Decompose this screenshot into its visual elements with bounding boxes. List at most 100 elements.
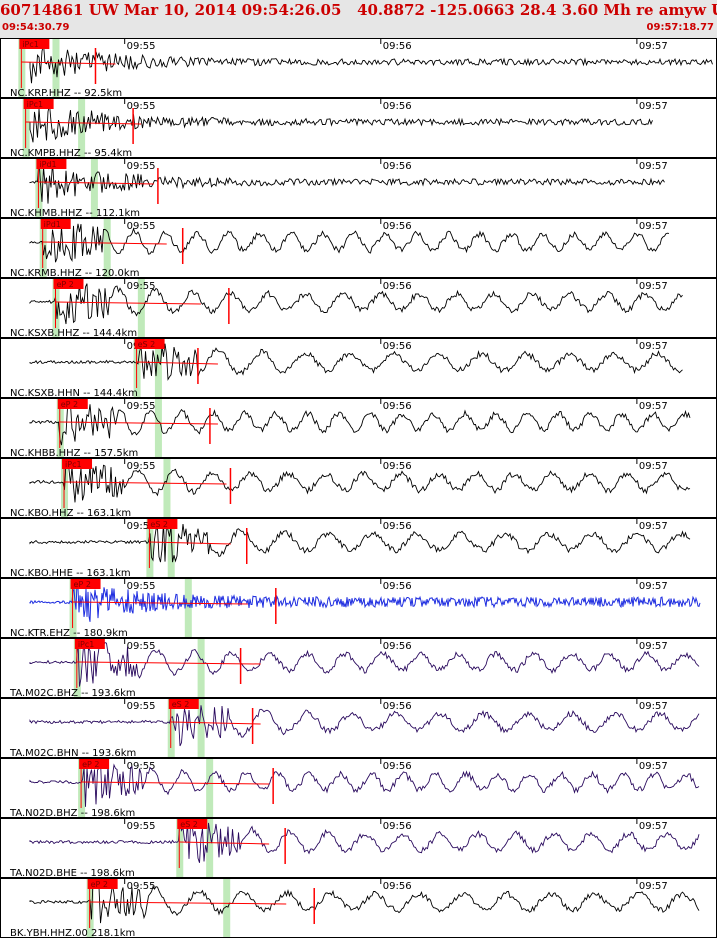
station-label: TA.M02C.BHZ -- 193.6km [9,688,136,699]
waveform-trace [29,878,700,924]
window-end-time: 09:57:18.77 [646,22,714,33]
pick-flag[interactable] [62,459,93,469]
trace-track: 09:55 09:56 09:57 eP 2 TA.N02D.BHZ -- 198.6k… [0,758,717,819]
pick-flag-label: eP 2 [74,580,91,589]
station-label: BK.YBH.HHZ.00 218.1km [10,928,135,938]
pick-flag[interactable] [168,699,199,709]
time-tick-label: 09:57 [639,281,668,292]
model-line [21,61,116,65]
time-tick-label: 09:57 [639,41,668,52]
pick-flag-label: eP 2 [82,760,99,769]
pick-flag-label: eP 2 [91,880,108,889]
time-tick-label: 09:55 [127,581,156,592]
waveform-trace [29,583,701,622]
pick-flag-label: iPd1 [44,220,61,229]
time-tick-label: 09:56 [383,341,412,352]
time-tick-label: 09:55 [127,881,156,892]
model-line [136,361,218,365]
time-tick-label: 09:56 [383,221,412,232]
pick-flag[interactable] [177,819,208,829]
pick-flag-label: eP 2 [56,280,73,289]
pick-flag[interactable] [57,399,88,409]
pick-flag-label: eS 2 [180,820,198,829]
time-tick-label: 09:57 [639,521,668,532]
pick-flag[interactable] [79,759,110,769]
window-start-time: 09:54:30.79 [2,22,70,33]
trace-track: 09:55 09:56 09:57 iPc1 NC.KBO.HHZ -- 163.1km [0,458,717,519]
pick-window-band [78,99,86,157]
model-line [89,901,287,905]
pick-flag-label: eP 2 [61,400,78,409]
pick-flag[interactable] [36,159,67,169]
pick-window-band [223,879,231,937]
trace-track: 09:55 09:56 09:57 eP 2 NC.KTR.EHZ -- 180.9km [0,578,717,639]
time-tick-label: 09:55 [127,101,156,112]
time-tick-label: 09:55 [127,401,156,412]
trace-track: 09:55 09:56 09:57 eS 2 TA.M02C.BHN -- 193.6k… [0,698,717,759]
trace-track: 09:55 09:56 09:57 eS 2 NC.KBO.HHE -- 163.1km [0,518,717,579]
pick-flag-label: iPd1 [39,160,56,169]
model-line [25,121,142,125]
station-label: NC.KBO.HHE -- 163.1km [10,568,131,579]
pick-flag[interactable] [23,99,54,109]
pick-flag[interactable] [70,579,101,589]
trace-track: 09:55 09:56 09:57 eP 2 NC.KSXB.HHZ -- 144.4k… [0,278,717,339]
time-tick-label: 09:55 [127,281,156,292]
pick-window-band [103,219,111,277]
time-tick-label: 09:55 [127,761,156,772]
model-line [64,481,227,485]
time-tick-label: 09:56 [383,401,412,412]
pick-flag[interactable] [74,639,105,649]
time-tick-label: 09:56 [383,701,412,712]
time-tick-label: 09:55 [127,701,156,712]
model-line [81,781,270,785]
time-tick-label: 09:55 [127,41,156,52]
waveform-trace [29,283,683,325]
time-tick-label: 09:56 [383,101,412,112]
pick-window-band [197,639,205,697]
pick-flag[interactable] [87,879,118,889]
time-tick-label: 09:55 [127,461,156,472]
time-tick-label: 09:56 [383,761,412,772]
trace-track: 09:55 09:56 09:57 iPc1 NC.KRP.HHZ -- 92.5km [0,38,717,99]
pick-window-band [154,339,162,397]
time-tick-label: 09:57 [639,101,668,112]
pick-flag-label: eS 2 [172,700,190,709]
station-label: NC.KHBB.HHZ -- 157.5km [10,448,138,459]
time-tick-label: 09:55 [127,821,156,832]
pick-flag-label: eS 2 [138,340,156,349]
trace-track: 09:55 09:56 09:57 iPc1 NC.KMPB.HHZ -- 95.4km [0,98,717,159]
time-tick-label: 09:56 [383,821,412,832]
waveform-trace [29,522,691,563]
time-tick-label: 09:57 [639,701,668,712]
time-tick-label: 09:56 [383,581,412,592]
pick-window-band [137,279,145,337]
pick-flag-label: iPc1 [78,640,95,649]
time-tick-label: 09:55 [127,641,156,652]
pick-flag[interactable] [53,279,84,289]
time-tick-label: 09:56 [383,281,412,292]
pick-flag[interactable] [134,339,165,349]
time-tick-label: 09:56 [383,161,412,172]
trace-track: 09:55 09:56 09:57 eP 2 NC.KHBB.HHZ -- 157.5k… [0,398,717,459]
time-tick-label: 09:57 [639,761,668,772]
waveform-trace [29,705,700,747]
model-line [72,601,248,605]
pick-window-band [163,459,171,517]
pick-flag-label: iPc1 [22,40,39,49]
time-tick-label: 09:57 [639,461,668,472]
waveform-trace [29,640,700,687]
time-tick-label: 09:56 [383,641,412,652]
pick-window-band [206,759,214,817]
model-line [38,181,154,185]
model-line [149,541,231,545]
pick-flag[interactable] [147,519,178,529]
pick-flag[interactable] [19,39,50,49]
pick-window-band [90,159,98,217]
station-label: NC.KBO.HHZ -- 163.1km [10,508,131,519]
station-label: NC.KTR.EHZ -- 180.9km [10,628,128,639]
pick-flag[interactable] [40,219,71,229]
time-tick-label: 09:56 [383,521,412,532]
time-tick-label: 09:55 [127,161,156,172]
